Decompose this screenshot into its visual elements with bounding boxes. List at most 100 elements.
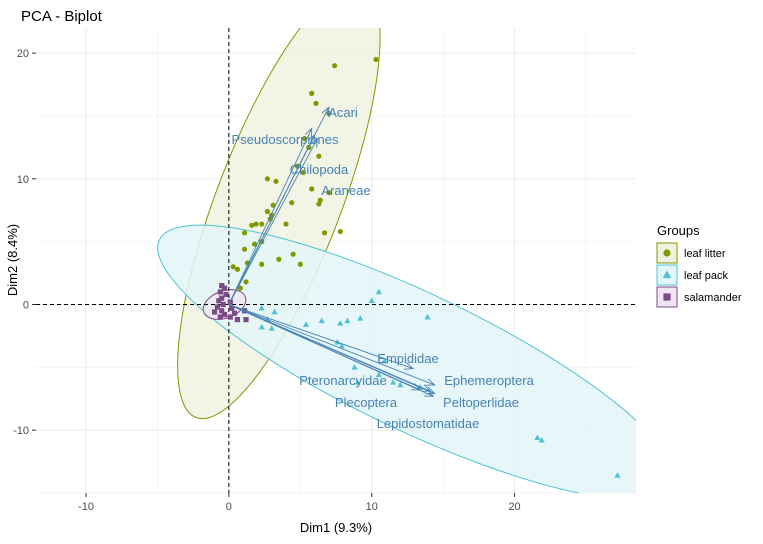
point-leaf-pack	[258, 323, 265, 330]
point-leaf-litter	[230, 264, 236, 270]
variable-arrows	[228, 106, 436, 397]
chart-title: PCA - Biplot	[21, 8, 103, 25]
point-salamander	[227, 314, 233, 320]
x-tick-label: 20	[508, 501, 520, 513]
point-salamander	[229, 305, 235, 311]
point-salamander	[219, 283, 225, 289]
point-leaf-litter	[309, 186, 315, 192]
point-leaf-litter	[251, 241, 258, 247]
point-leaf-pack	[375, 371, 382, 378]
point-salamander	[221, 285, 228, 291]
arrowhead-araneae	[310, 137, 318, 148]
point-leaf-litter	[289, 200, 295, 206]
point-leaf-litter	[270, 202, 276, 208]
var-label-peltoperlidae: Peltoperlidae	[443, 395, 519, 410]
reference-lines	[36, 28, 636, 493]
point-leaf-litter	[373, 56, 379, 63]
point-leaf-pack	[357, 315, 364, 321]
y-tick-label: -10	[13, 425, 29, 437]
point-leaf-litter	[297, 261, 303, 267]
var-label-pseudoscorpiones: Pseudoscorpiones	[232, 132, 339, 147]
point-leaf-pack	[337, 320, 344, 326]
point-leaf-pack	[424, 313, 431, 320]
legend-marker-leaf-pack	[662, 270, 672, 279]
point-salamander	[223, 291, 229, 298]
y-axis-title: Dim2 (8.4%)	[5, 224, 20, 296]
point-leaf-pack	[351, 364, 358, 370]
point-leaf-pack	[271, 308, 278, 315]
variable-labels: Acari Pseudoscorpiones Chilopoda Araneae Emp…	[232, 105, 535, 431]
var-label-empididae: Empididae	[377, 351, 438, 366]
point-leaf-litter	[273, 178, 279, 184]
point-leaf-litter	[337, 228, 343, 235]
point-leaf-litter	[241, 230, 248, 236]
point-leaf-litter	[243, 279, 249, 285]
point-leaf-pack	[538, 436, 545, 443]
point-leaf-litter	[283, 221, 289, 227]
point-leaf-pack	[397, 381, 404, 388]
point-leaf-litter	[331, 63, 338, 69]
point-leaf-pack	[390, 379, 397, 385]
plot-panel: Acari Pseudoscorpiones Chilopoda Araneae Emp…	[36, 28, 636, 494]
point-salamander	[231, 310, 238, 316]
point-leaf-litter	[264, 176, 271, 182]
legend-marker-leaf-litter	[663, 249, 671, 257]
point-leaf-litter	[253, 221, 259, 227]
x-axis: -10 0 10 20	[78, 493, 521, 513]
arrow-chilopoda	[228, 134, 315, 305]
point-leaf-litter	[249, 222, 255, 228]
x-tick-label: 10	[366, 501, 378, 513]
legend-label-leaf-pack: leaf pack	[684, 270, 729, 282]
var-label-lepidostomatidae: Lepidostomatidae	[377, 416, 480, 431]
point-leaf-litter	[290, 251, 296, 257]
y-tick-label: 0	[23, 299, 29, 311]
point-leaf-litter	[259, 261, 265, 267]
legend-label-leaf-litter: leaf litter	[684, 248, 726, 260]
point-leaf-pack	[302, 321, 310, 327]
point-leaf-litter	[241, 246, 248, 252]
arrow-lepidostomatidae	[228, 304, 434, 397]
point-leaf-pack	[344, 317, 351, 324]
arrow-peltoperlidae	[228, 304, 435, 395]
arrowhead-lepidostomatidae	[424, 389, 435, 397]
point-leaf-litter	[237, 285, 243, 291]
point-leaf-pack	[614, 472, 621, 478]
var-label-chilopoda: Chilopoda	[290, 162, 349, 177]
point-leaf-pack	[375, 288, 382, 295]
arrow-ephemeroptera	[228, 304, 435, 386]
point-leaf-pack	[354, 379, 361, 385]
arrowhead-empididae	[404, 362, 415, 370]
var-label-araneae: Araneae	[321, 183, 370, 198]
point-leaf-litter	[313, 100, 319, 107]
var-label-ephemeroptera: Ephemeroptera	[444, 373, 534, 388]
ellipse-leaf-pack	[157, 224, 636, 493]
arrowhead-plecoptera	[421, 384, 432, 392]
legend-title: Groups	[657, 223, 700, 238]
arrow-pseudoscorpiones	[228, 128, 313, 305]
point-salamander	[216, 298, 222, 304]
point-salamander	[214, 304, 221, 310]
point-salamander	[219, 308, 225, 314]
point-leaf-litter	[276, 256, 282, 262]
point-leaf-pack	[258, 305, 265, 311]
arrowhead-peltoperlidae	[425, 386, 436, 395]
y-tick-label: 10	[17, 174, 29, 186]
x-axis-title: Dim1 (9.3%)	[300, 520, 372, 535]
point-leaf-litter	[316, 201, 322, 207]
point-leaf-pack	[534, 434, 541, 440]
point-salamander	[211, 309, 218, 315]
arrowhead-ephemeroptera	[425, 378, 436, 386]
point-leaf-litter	[234, 266, 241, 272]
x-tick-label: -10	[78, 501, 94, 513]
point-leaf-litter	[300, 169, 306, 176]
arrowhead-pseudoscorpiones	[304, 127, 313, 138]
point-leaf-litter	[326, 190, 332, 196]
var-label-pteronarcyidae: Pteronarcyidae	[299, 373, 386, 388]
point-salamander	[217, 314, 223, 320]
arrow-empididae	[228, 304, 414, 370]
point-salamander	[221, 311, 228, 318]
arrowhead-acari	[321, 106, 330, 117]
point-leaf-pack	[381, 357, 388, 364]
point-leaf-pack	[368, 297, 375, 303]
